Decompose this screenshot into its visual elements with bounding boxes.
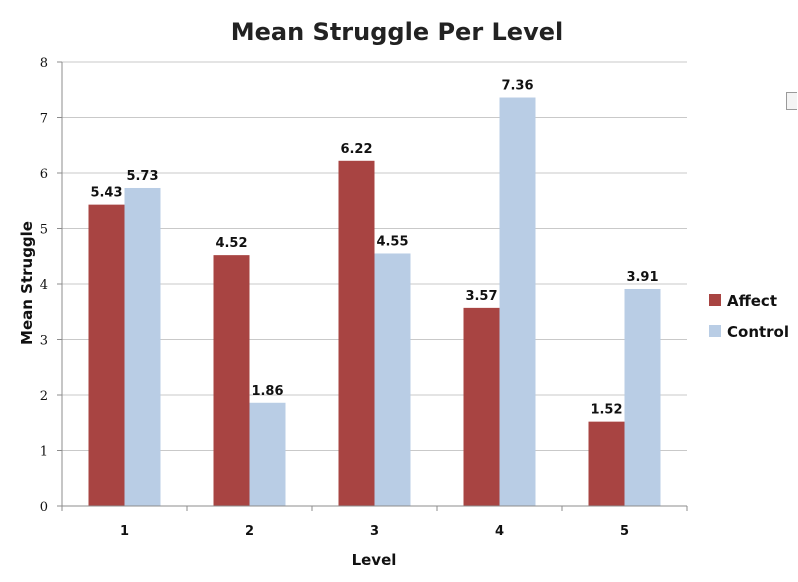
x-tick-label: 4 <box>495 524 504 539</box>
bar-control-level-2 <box>249 402 286 506</box>
data-label: 3.91 <box>626 270 658 285</box>
bar-control-level-4 <box>499 97 536 507</box>
data-label: 6.22 <box>340 142 372 157</box>
bar-affect-level-5 <box>588 421 625 506</box>
legend-label-affect: Affect <box>727 292 777 310</box>
x-tick-label: 5 <box>620 524 629 539</box>
y-tick-label: 6 <box>40 167 48 182</box>
bar-control-level-5 <box>624 288 661 506</box>
data-label: 1.52 <box>590 403 622 418</box>
x-axis-title: Level <box>352 551 397 569</box>
y-tick-label: 4 <box>40 278 48 293</box>
legend: Affect Control <box>709 292 789 341</box>
y-axis-title: Mean Struggle <box>18 221 36 345</box>
x-tick-label: 2 <box>245 524 254 539</box>
bars <box>88 97 661 507</box>
data-label: 5.43 <box>90 186 122 201</box>
legend-swatch-control <box>709 325 721 337</box>
data-label: 3.57 <box>465 289 497 304</box>
data-label: 4.55 <box>376 234 408 249</box>
bar-affect-level-2 <box>213 255 250 506</box>
y-tick-label: 0 <box>40 500 48 515</box>
data-label: 4.52 <box>215 236 247 251</box>
axes: 0 1 2 3 4 5 6 7 8 1 2 3 4 5 <box>40 56 688 539</box>
partial-icon <box>786 92 797 110</box>
data-labels: 5.43 5.73 4.52 1.86 6.22 4.55 3.57 7.36 1.52 3.91 <box>90 79 658 418</box>
y-tick-label: 3 <box>40 334 48 349</box>
x-tick-label: 3 <box>370 524 379 539</box>
bar-affect-level-1 <box>88 204 125 506</box>
y-tick-label: 8 <box>40 56 48 71</box>
data-label: 5.73 <box>126 169 158 184</box>
data-label: 1.86 <box>251 384 283 399</box>
data-label: 7.36 <box>501 79 533 94</box>
y-tick-label: 2 <box>40 389 48 404</box>
chart-title: Mean Struggle Per Level <box>231 18 563 46</box>
legend-label-control: Control <box>727 323 789 341</box>
legend-swatch-affect <box>709 294 721 306</box>
bar-affect-level-3 <box>338 160 375 507</box>
y-tick-label: 5 <box>40 223 48 238</box>
y-tick-label: 1 <box>40 445 48 460</box>
bar-affect-level-4 <box>463 307 500 506</box>
y-tick-label: 7 <box>40 112 48 127</box>
bar-control-level-3 <box>374 253 411 506</box>
x-tick-label: 1 <box>120 524 129 539</box>
bar-control-level-1 <box>124 187 161 507</box>
